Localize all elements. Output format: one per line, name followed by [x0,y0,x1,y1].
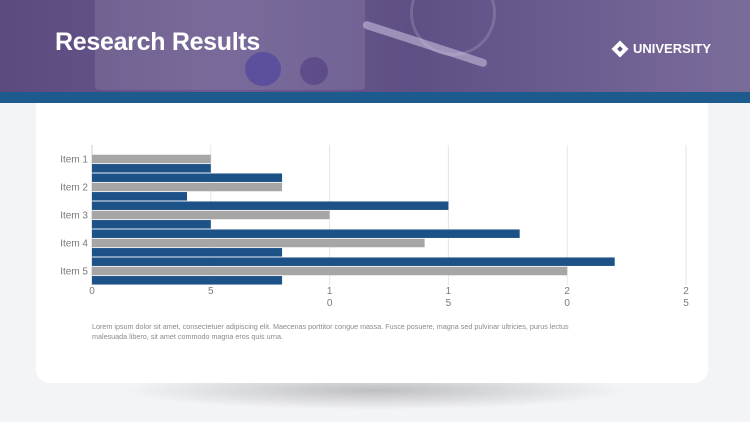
bar-series-2 [92,210,330,220]
diamond-logo-icon [611,40,629,57]
bar-series-3 [92,192,188,201]
bar-chart: 0 5 1 0 1 5 2 0 2 5 Item 1 Item 2 Item 3 Item 4 Item 5 [60,145,689,309]
y-category-label: Item 4 [60,239,88,250]
x-tick-label: 0 [89,286,95,297]
bar-series-1 [92,173,283,182]
y-category-label: Item 5 [60,267,88,278]
bar-series-1 [92,201,449,210]
y-category-label: Item 2 [60,183,88,194]
bar-series-2 [92,238,425,248]
bar-series-3 [92,164,211,173]
bar-series-3 [92,220,211,229]
header-stripe [0,92,750,103]
university-logo: UNIVERSITY [611,40,712,57]
bar-series-3 [92,248,283,257]
bar-series-2 [92,154,211,164]
logo-text: UNIVERSITY [633,41,712,56]
bar-series-2 [92,266,568,276]
bar-series-1 [92,229,520,238]
x-tick-label: 5 [208,286,214,297]
pie-decor [300,57,328,85]
page-title: Research Results [55,28,261,56]
y-category-label: Item 1 [60,155,88,166]
chart-description: Lorem ipsum dolor sit amet, consectetuer… [92,322,569,341]
bar-series-3 [92,276,283,285]
pie-decor [245,52,281,86]
y-category-label: Item 3 [60,211,88,222]
bar-series-1 [92,257,615,266]
bar-series-2 [92,182,283,192]
chart-card: 0 5 1 0 1 5 2 0 2 5 Item 1 Item 2 Item 3 Item 4 Item 5… [36,103,708,383]
